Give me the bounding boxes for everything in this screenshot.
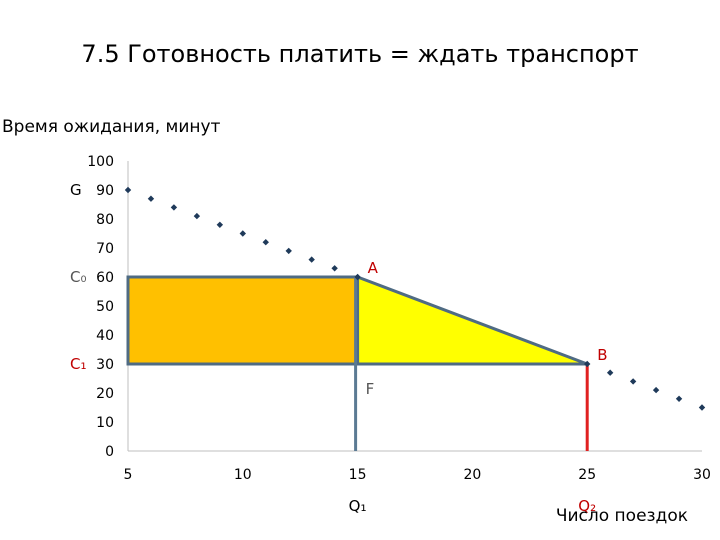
- point-label: C₀: [70, 268, 87, 286]
- data-point: [629, 378, 637, 385]
- point-label: F: [366, 380, 375, 398]
- point-label: A: [368, 259, 379, 277]
- data-point: [675, 395, 683, 402]
- y-tick-label: 0: [105, 444, 114, 460]
- data-point: [331, 265, 338, 272]
- data-point: [698, 404, 706, 411]
- y-tick-label: 10: [96, 415, 114, 431]
- data-point: [170, 204, 178, 211]
- y-tick-label: 90: [96, 183, 114, 199]
- x-tick-label: 20: [463, 467, 481, 483]
- y-tick-label: 50: [96, 299, 114, 315]
- shaded-rectangle: [126, 275, 360, 366]
- x-tick-label: 30: [693, 467, 711, 483]
- y-tick-label: 30: [96, 357, 114, 373]
- data-point: [584, 360, 591, 368]
- x-tick-label: 5: [124, 467, 133, 483]
- data-point: [147, 195, 155, 202]
- point-label: Q₁: [349, 497, 367, 515]
- y-tick-label: 60: [96, 270, 114, 286]
- y-tick-label: 40: [96, 328, 114, 344]
- data-point: [193, 212, 201, 220]
- x-tick-label: 10: [234, 467, 252, 483]
- data-point: [354, 273, 361, 281]
- y-tick-label: 20: [96, 386, 114, 402]
- y-tick-label: 100: [87, 154, 114, 170]
- data-point: [308, 256, 315, 263]
- y-tick-label: 80: [96, 212, 114, 228]
- x-tick-label: 15: [349, 467, 367, 483]
- data-point: [124, 186, 132, 194]
- x-tick-label: 25: [578, 467, 596, 483]
- point-label: G: [70, 181, 82, 199]
- data-point: [606, 369, 614, 376]
- y-tick-label: 70: [96, 241, 114, 257]
- point-label: B: [597, 346, 607, 364]
- y-axis-title: Время ожидания, минут: [2, 117, 221, 137]
- point-label: C₁: [70, 355, 87, 373]
- shaded-triangle: [356, 274, 588, 366]
- data-point: [652, 386, 660, 394]
- x-axis-title: Число поездок: [556, 506, 688, 526]
- data-point: [262, 239, 269, 246]
- slide-title: 7.5 Готовность платить = ждать транспорт: [81, 40, 639, 68]
- point-label: Q₂: [578, 497, 596, 515]
- data-point: [239, 230, 246, 237]
- data-point: [216, 221, 224, 228]
- data-point: [285, 247, 292, 255]
